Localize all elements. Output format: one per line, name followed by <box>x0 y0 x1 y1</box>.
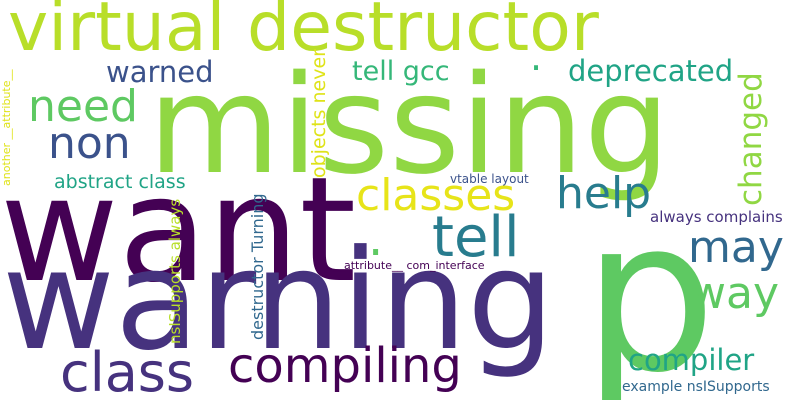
word-compiling: compiling <box>228 338 462 394</box>
word-always-complains: always complains <box>650 208 783 226</box>
word-need: need <box>28 81 138 132</box>
word-nsisupports-always: nsISupports always <box>166 198 184 344</box>
word-non: non <box>48 118 131 169</box>
word-tell-gcc: tell gcc <box>352 56 450 87</box>
word-compiler: compiler <box>628 343 755 377</box>
word-deprecated: deprecated <box>568 54 734 88</box>
word-way: way <box>690 268 779 319</box>
word-dot: . <box>530 35 543 79</box>
word-changed: changed <box>733 72 769 206</box>
word-abstract-class: abstract class <box>54 171 186 193</box>
word-help: help <box>556 168 652 219</box>
word-vtable-layout: vtable layout <box>450 172 529 186</box>
word-missing: missing <box>148 47 671 205</box>
word-example-nsisupports: example nsISupports <box>622 379 770 395</box>
word-warned: warned <box>106 55 214 89</box>
word-class: class <box>60 341 195 400</box>
word-p: p <box>583 174 717 400</box>
word-want: want <box>0 146 357 315</box>
word-attribute-com-interface: __attribute__ com_interface <box>333 259 485 272</box>
word-warning: warning <box>2 220 555 381</box>
word-dot-2: . <box>368 211 384 267</box>
word-tell: tell <box>432 205 520 270</box>
word-destructor-turning: destructor Turning <box>248 193 267 340</box>
word-classes: classes <box>356 170 516 221</box>
word-attribute-another: another __attribute__ <box>0 69 13 187</box>
word-may: may <box>688 222 784 273</box>
word-objects-never: objects never <box>308 49 330 178</box>
word-virtual-destructor: virtual destructor <box>8 0 599 67</box>
